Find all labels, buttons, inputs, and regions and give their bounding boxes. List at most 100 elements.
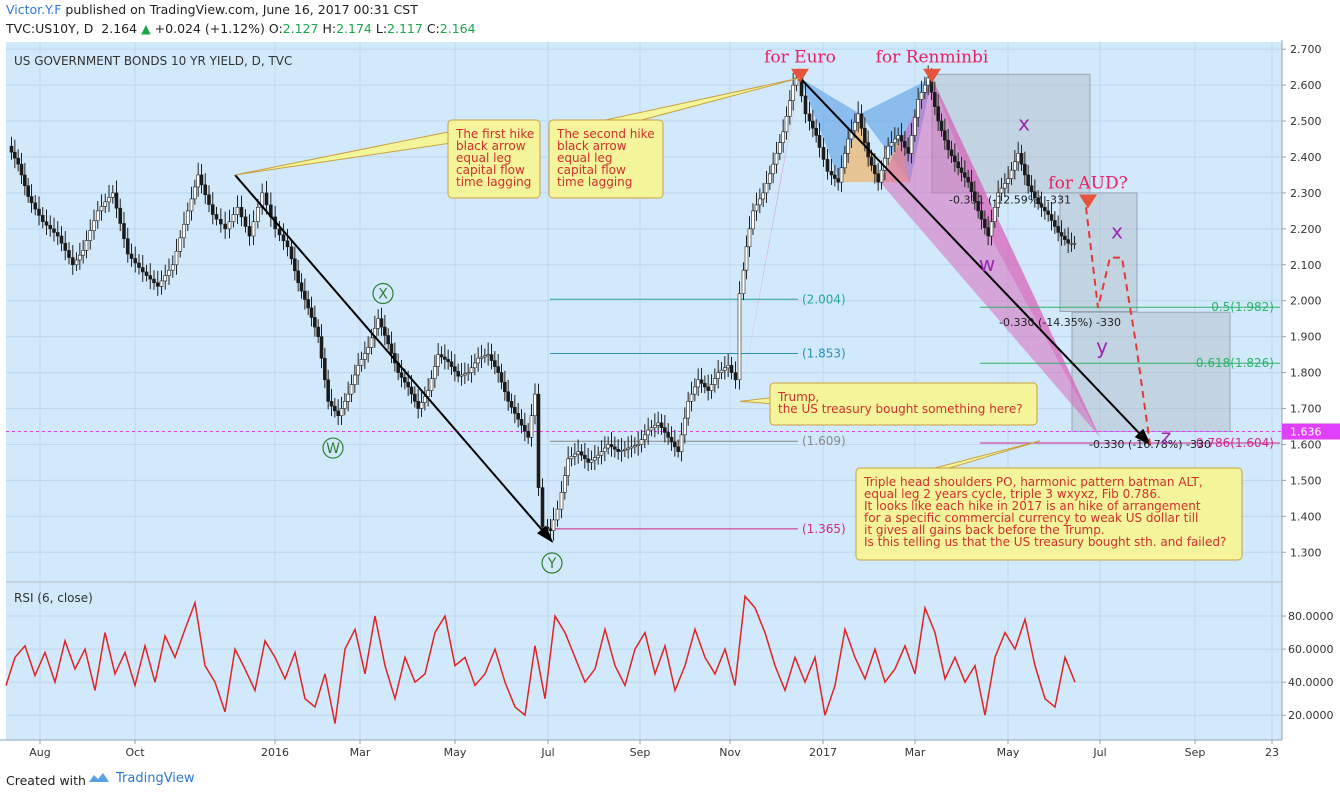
candle-body <box>333 405 337 412</box>
candle-body <box>423 396 427 403</box>
candle-body <box>737 293 742 381</box>
candle-body <box>653 424 657 428</box>
candle-body <box>326 379 330 402</box>
candle-body <box>227 221 232 230</box>
candle-body <box>376 318 380 329</box>
candle-body <box>110 192 115 198</box>
open-label: O: <box>268 21 283 36</box>
candle-body <box>1066 239 1070 244</box>
candle-body <box>163 275 168 282</box>
candle-body <box>148 275 153 280</box>
candle-body <box>764 183 769 194</box>
candle-body <box>1023 163 1027 176</box>
publish-line: Victor.Y.F published on TradingView.com,… <box>6 2 418 17</box>
annotation-callout: Triple head shoulders PO, harmonic patte… <box>855 440 1243 561</box>
x-tick-label: Jul <box>1092 746 1106 759</box>
price-change: +0.024 (+1.12%) <box>154 21 265 36</box>
candle-body <box>771 163 775 175</box>
candle-body <box>436 354 440 367</box>
candle-body <box>788 100 792 117</box>
candle-body <box>791 84 795 101</box>
candle-body <box>449 361 454 367</box>
candle-body <box>573 453 577 457</box>
symbol-label: TVC:US10Y, D <box>6 21 94 36</box>
wave-label: W <box>326 441 340 457</box>
candle-body <box>559 492 564 510</box>
author-link[interactable]: Victor.Y.F <box>6 2 62 17</box>
candle-body <box>583 454 587 460</box>
candle-body <box>939 120 944 131</box>
footer: Created with TradingView <box>0 764 1340 798</box>
candle-body <box>676 446 680 452</box>
candle-body <box>496 366 500 373</box>
candle-body <box>741 269 746 294</box>
candle-body <box>696 379 700 388</box>
candle-body <box>285 240 290 248</box>
candle-body <box>247 226 252 237</box>
wave-label: z <box>1161 424 1172 448</box>
projection-box <box>1071 311 1231 433</box>
candle-body <box>856 113 860 123</box>
candle-body <box>993 206 997 222</box>
candle-body <box>167 269 171 276</box>
tradingview-link[interactable]: TradingView <box>88 771 195 786</box>
candle-body <box>486 354 490 357</box>
candle-body <box>639 439 644 445</box>
candle-body <box>59 235 64 244</box>
price-axis-background <box>1282 40 1340 764</box>
candle-body <box>107 197 111 203</box>
candle-body <box>896 135 900 140</box>
callout-text: capital flow <box>456 163 525 177</box>
candle-body <box>758 198 762 206</box>
candle-body <box>429 378 434 391</box>
candle-body <box>709 384 714 391</box>
candle-body <box>453 366 457 372</box>
trend-arrow <box>234 174 554 543</box>
candle-body <box>596 454 600 458</box>
down-arrow-icon <box>791 68 809 83</box>
publish-info: published on TradingView.com, June 16, 2… <box>65 2 418 17</box>
y-tick-label: 1.500 <box>1290 474 1322 487</box>
candle-body <box>949 149 954 157</box>
candle-body <box>523 424 527 432</box>
candle-body <box>781 131 785 143</box>
annotation-callout: Trump,the US treasury bought something h… <box>739 382 1038 426</box>
candle-body <box>1009 169 1014 179</box>
candle-body <box>293 258 297 272</box>
candle-body <box>566 458 570 476</box>
candle-body <box>869 156 874 166</box>
price-chart[interactable]: (2.004) (1.853) (1.609) (1.365) 0.5(1.982) 0.… <box>0 40 1340 764</box>
price-level-label: (1.609) <box>802 434 846 448</box>
candle-body <box>219 218 223 225</box>
wave-label-circle <box>322 437 344 459</box>
harmonic-triangle <box>932 77 1100 438</box>
candle-body <box>369 337 374 348</box>
candle-body <box>264 192 269 206</box>
candle-body <box>67 250 71 258</box>
candle-body <box>1039 203 1044 208</box>
candle-body <box>13 151 17 159</box>
candle-body <box>426 390 430 397</box>
candle-body <box>893 138 897 143</box>
candle-body <box>719 369 724 373</box>
current-price-label: 1.636 <box>1290 426 1322 439</box>
candle-body <box>44 221 49 226</box>
candle-body <box>683 417 687 436</box>
candle-body <box>619 450 624 452</box>
y-tick-label: 2.000 <box>1290 295 1322 308</box>
callout-text: The first hike <box>455 127 534 141</box>
callout-text: equal leg <box>456 151 511 165</box>
candle-body <box>63 242 68 251</box>
candle-body <box>593 457 597 461</box>
candle-body <box>296 270 300 284</box>
y-tick-label: 1.800 <box>1290 367 1322 380</box>
candle-body <box>903 141 907 148</box>
y-tick-label: 2.100 <box>1290 259 1322 272</box>
candle-body <box>55 232 60 237</box>
candle-body <box>329 401 334 407</box>
candle-body <box>349 384 354 395</box>
candle-body <box>747 228 752 248</box>
candle-body <box>943 130 947 141</box>
measure-label: -0.330 (-16.78%) -330 <box>1089 438 1211 451</box>
x-tick-label: Aug <box>29 746 50 759</box>
